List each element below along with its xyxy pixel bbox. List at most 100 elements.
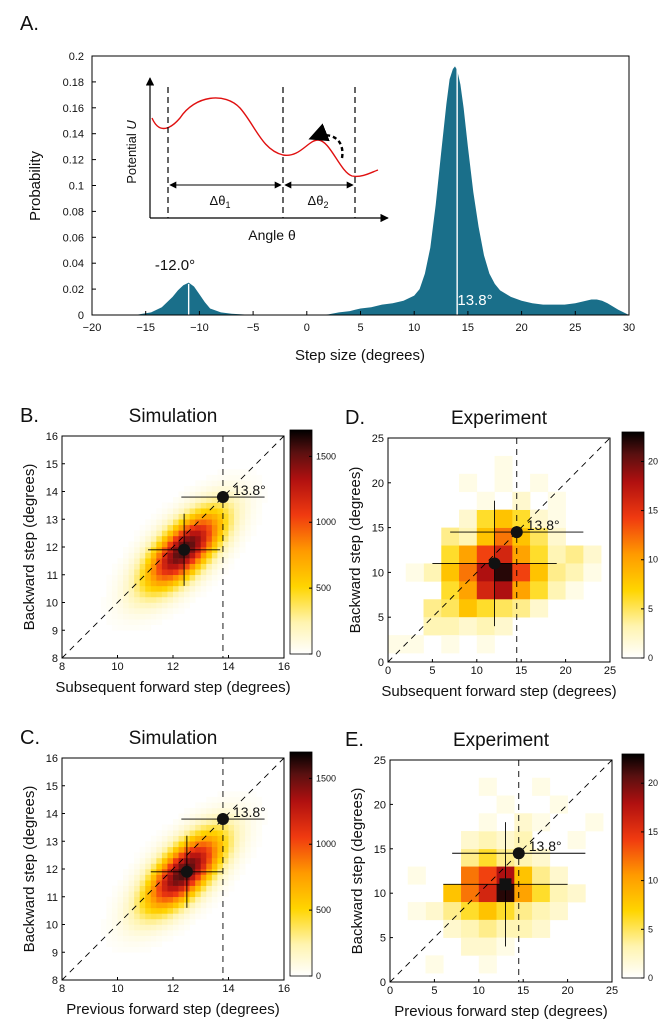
heatmap-cell bbox=[234, 547, 240, 553]
heatmap-cell bbox=[228, 880, 235, 886]
heatmap-cell bbox=[189, 819, 196, 825]
heatmap-cell bbox=[405, 563, 424, 582]
colorbar-tick-label: 20 bbox=[648, 778, 658, 788]
heatmap-cell bbox=[134, 874, 140, 881]
heatmap-cell bbox=[123, 907, 129, 914]
panel-a-ytick-label: 0.16 bbox=[63, 103, 84, 115]
heatmap-cell bbox=[211, 513, 218, 520]
heatmap-cell bbox=[228, 519, 235, 526]
panel-a-label: A. bbox=[20, 13, 39, 35]
heatmap-cell bbox=[156, 857, 163, 864]
heatmap-cell bbox=[222, 830, 229, 836]
heatmap-cell bbox=[206, 485, 213, 492]
heatmap-cell bbox=[145, 624, 152, 631]
heatmap-cell bbox=[117, 574, 124, 581]
heatmap-cell bbox=[245, 857, 251, 864]
heatmap-cell bbox=[200, 524, 207, 531]
heatmap-cell bbox=[150, 841, 157, 848]
heatmap-cell bbox=[234, 807, 240, 814]
heatmap-cell bbox=[250, 485, 257, 492]
heatmap-cell bbox=[228, 524, 235, 531]
heatmap-cell bbox=[211, 863, 218, 870]
heatmap-cell bbox=[150, 880, 157, 886]
heatmap-cell bbox=[494, 527, 513, 546]
panel_b-title: Simulation bbox=[129, 406, 218, 427]
heatmap-cell bbox=[156, 541, 163, 548]
heatmap-cell bbox=[228, 530, 235, 537]
heatmap-cell bbox=[222, 469, 229, 476]
heatmap-cell bbox=[178, 524, 185, 531]
heatmap-cell bbox=[167, 918, 174, 925]
heatmap-cell bbox=[250, 469, 257, 476]
heatmap-cell bbox=[189, 535, 196, 542]
heatmap-cell bbox=[145, 930, 152, 936]
heatmap-cell bbox=[145, 585, 152, 592]
heatmap-cell bbox=[173, 535, 179, 542]
panel_c-label: C. bbox=[20, 727, 40, 749]
identity-diagonal bbox=[61, 435, 285, 659]
xtick-label: 10 bbox=[111, 983, 123, 995]
heatmap-cell bbox=[217, 802, 224, 809]
colorbar-tick-label: 10 bbox=[648, 876, 658, 886]
heatmap-cell bbox=[261, 813, 268, 820]
heatmap-cell bbox=[128, 924, 135, 931]
heatmap-cell bbox=[173, 569, 179, 576]
heatmap-cell bbox=[145, 580, 152, 587]
heatmap-cell bbox=[123, 602, 129, 609]
heatmap-cell bbox=[245, 485, 251, 492]
heatmap-cell bbox=[250, 513, 257, 520]
heatmap-cell bbox=[234, 874, 240, 881]
heatmap-cell bbox=[189, 508, 196, 514]
heatmap-cell bbox=[222, 857, 229, 864]
heatmap-cell bbox=[211, 491, 218, 498]
heatmap-cell bbox=[111, 902, 118, 909]
heatmap-cell bbox=[156, 530, 163, 537]
heatmap-cell bbox=[150, 918, 157, 925]
heatmap-cell bbox=[256, 513, 263, 520]
heatmap-cell bbox=[200, 491, 207, 498]
heatmap-cell bbox=[189, 580, 196, 587]
panel-a-ytick-label: 0.04 bbox=[63, 258, 84, 270]
ytick-label: 15 bbox=[372, 523, 384, 535]
heatmap-cell bbox=[161, 891, 168, 898]
heatmap-cell bbox=[189, 491, 196, 498]
heatmap-cell bbox=[178, 574, 185, 581]
heatmap-cell bbox=[123, 930, 129, 936]
heatmap-cell bbox=[161, 824, 168, 831]
heatmap-cell bbox=[530, 473, 549, 493]
heatmap-cell bbox=[111, 563, 118, 570]
heatmap-cell bbox=[134, 591, 140, 598]
heatmap-cell bbox=[100, 608, 107, 614]
heatmap-cell bbox=[388, 635, 407, 654]
heatmap-cell bbox=[161, 907, 168, 914]
heatmap-cell bbox=[441, 617, 460, 636]
heatmap-cell bbox=[200, 913, 207, 920]
heatmap-cell bbox=[256, 824, 263, 831]
heatmap-cell bbox=[173, 558, 179, 564]
heatmap-cell bbox=[250, 524, 257, 531]
heatmap-cell bbox=[167, 896, 174, 903]
heatmap-cell bbox=[161, 519, 168, 526]
heatmap-cell bbox=[222, 524, 229, 531]
heatmap-cell bbox=[145, 907, 152, 914]
heatmap-cell bbox=[150, 907, 157, 914]
reference-marker bbox=[510, 526, 523, 539]
heatmap-cell bbox=[206, 857, 213, 864]
heatmap-cell bbox=[211, 569, 218, 576]
xtick-label: 8 bbox=[59, 661, 65, 673]
heatmap-cell bbox=[245, 830, 251, 836]
heatmap-cell bbox=[139, 524, 146, 531]
heatmap-cell bbox=[234, 863, 240, 870]
heatmap-cell bbox=[111, 891, 118, 898]
heatmap-cell bbox=[178, 596, 185, 603]
heatmap-cell bbox=[228, 869, 235, 875]
heatmap-cell bbox=[150, 513, 157, 520]
heatmap-cell bbox=[150, 846, 157, 853]
heatmap-cell bbox=[184, 585, 190, 592]
panel-e: 13.8° 0 5 10 15 20 25 0 5 10 15 20 25 E. Experiment Pre… bbox=[345, 729, 658, 1020]
heatmap-cell bbox=[167, 863, 174, 870]
heatmap-cell bbox=[167, 508, 174, 514]
heatmap-cell bbox=[228, 852, 235, 859]
heatmap-cell bbox=[228, 846, 235, 853]
reference-marker bbox=[216, 813, 229, 826]
